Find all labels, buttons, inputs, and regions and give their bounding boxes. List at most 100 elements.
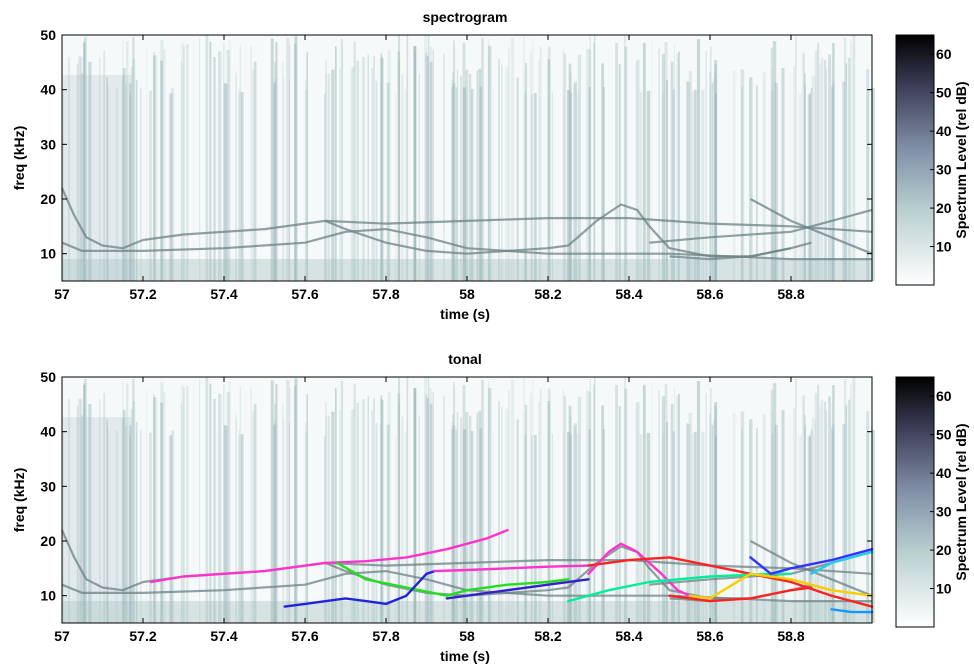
- noise-stripe: [404, 431, 408, 623]
- noise-stripe: [577, 54, 582, 282]
- noise-stripe: [209, 41, 212, 281]
- noise-stripe: [83, 42, 86, 282]
- noise-stripe: [239, 44, 242, 282]
- noise-stripe: [152, 394, 155, 623]
- y-tick-label: 40: [40, 424, 56, 440]
- noise-stripe: [325, 73, 329, 281]
- noise-stripe: [375, 422, 378, 623]
- spectral-contour: [61, 569, 872, 603]
- noise-stripe: [394, 93, 397, 281]
- y-tick-label: 30: [40, 136, 56, 152]
- noise-stripe: [658, 48, 660, 282]
- noise-stripe: [462, 385, 466, 623]
- noise-stripe: [424, 394, 428, 623]
- noise-stripe: [802, 395, 805, 623]
- noise-stripe: [107, 85, 109, 281]
- tonal-series-line: [433, 564, 590, 573]
- colorbar: [895, 34, 935, 286]
- noise-stripe: [538, 59, 540, 281]
- noise-stripe: [132, 59, 136, 281]
- noise-stripe: [462, 87, 467, 282]
- noise-stripe: [476, 70, 478, 281]
- noise-stripe: [125, 84, 128, 281]
- noise-stripe: [756, 427, 758, 623]
- x-axis-label: time (s): [440, 648, 490, 664]
- noise-stripe: [83, 379, 87, 623]
- noise-stripe: [832, 385, 835, 623]
- noise-stripe: [238, 92, 242, 281]
- noise-stripe: [691, 91, 694, 282]
- x-tick-label: 58.2: [534, 628, 561, 644]
- noise-stripe: [294, 378, 298, 623]
- colorbar-tick-label: 40: [936, 465, 952, 481]
- noise-stripe: [770, 90, 775, 282]
- noise-stripe: [353, 383, 356, 623]
- noise-stripe: [866, 69, 869, 281]
- x-tick-label: 58.6: [696, 286, 723, 302]
- noise-stripe: [530, 393, 532, 623]
- spectrogram-features: [60, 187, 873, 261]
- noise-stripe: [469, 73, 472, 281]
- noise-stripe: [709, 72, 711, 281]
- noise-stripe: [129, 83, 132, 282]
- noise-stripe: [828, 54, 831, 281]
- noise-stripe: [225, 426, 229, 623]
- noise-stripe: [424, 377, 428, 623]
- noise-stripe: [666, 422, 668, 623]
- noise-stripe: [432, 392, 434, 623]
- noise-stripe: [286, 379, 290, 623]
- noise-stripe: [306, 394, 308, 623]
- noise-stripe: [350, 410, 353, 623]
- noise-stripe: [68, 398, 70, 623]
- noise-stripe: [488, 387, 492, 623]
- noise-stripe: [413, 46, 417, 282]
- noise-stripe: [398, 61, 400, 281]
- x-tick-label: 58: [459, 628, 475, 644]
- noise-stripe: [510, 38, 515, 281]
- noise-stripe: [304, 432, 309, 623]
- noise-stripe: [424, 52, 428, 282]
- noise-stripe: [153, 397, 157, 623]
- noise-stripe: [508, 390, 510, 623]
- noise-stripe: [688, 412, 693, 623]
- colorbar-tick-label: 40: [936, 123, 952, 139]
- noise-stripe: [273, 420, 277, 623]
- noise-stripe: [465, 70, 469, 281]
- noise-stripe: [594, 377, 596, 623]
- noise-stripe: [380, 395, 383, 623]
- noise-stripe: [83, 383, 86, 623]
- noise-stripe: [62, 89, 64, 281]
- noise-stripe: [524, 411, 526, 623]
- noise-stripe: [453, 40, 455, 281]
- noise-stripe: [842, 423, 846, 623]
- noise-stripe: [413, 387, 417, 623]
- noise-stripe: [132, 401, 136, 623]
- noise-stripe: [691, 433, 694, 623]
- noise-stripe: [289, 387, 291, 623]
- noise-stripe: [398, 377, 400, 623]
- noise-stripe: [121, 418, 125, 623]
- noise-stripe: [254, 61, 257, 282]
- noise-stripe: [696, 381, 701, 623]
- noise-stripe: [866, 431, 870, 623]
- noise-stripe: [852, 377, 856, 623]
- noise-stripe: [146, 48, 148, 281]
- noise-stripe: [122, 382, 124, 623]
- noise-stripe: [594, 35, 596, 281]
- noise-stripe: [282, 403, 284, 623]
- noise-stripe: [695, 432, 698, 623]
- x-tick-label: 58.4: [615, 628, 642, 644]
- noise-stripe: [577, 396, 582, 623]
- tonal-series-line: [830, 608, 874, 614]
- noise-stripe: [709, 46, 712, 281]
- colorbar-tick-label: 10: [936, 581, 952, 597]
- tonal-series-line: [149, 528, 509, 584]
- noise-stripe: [809, 434, 811, 623]
- noise-stripe: [569, 415, 572, 623]
- noise-stripe: [623, 377, 627, 623]
- noise-stripe: [379, 424, 383, 623]
- noise-stripe: [678, 393, 680, 623]
- noise-stripe: [465, 69, 469, 281]
- noise-stripe: [524, 69, 526, 282]
- noise-stripe: [547, 46, 551, 281]
